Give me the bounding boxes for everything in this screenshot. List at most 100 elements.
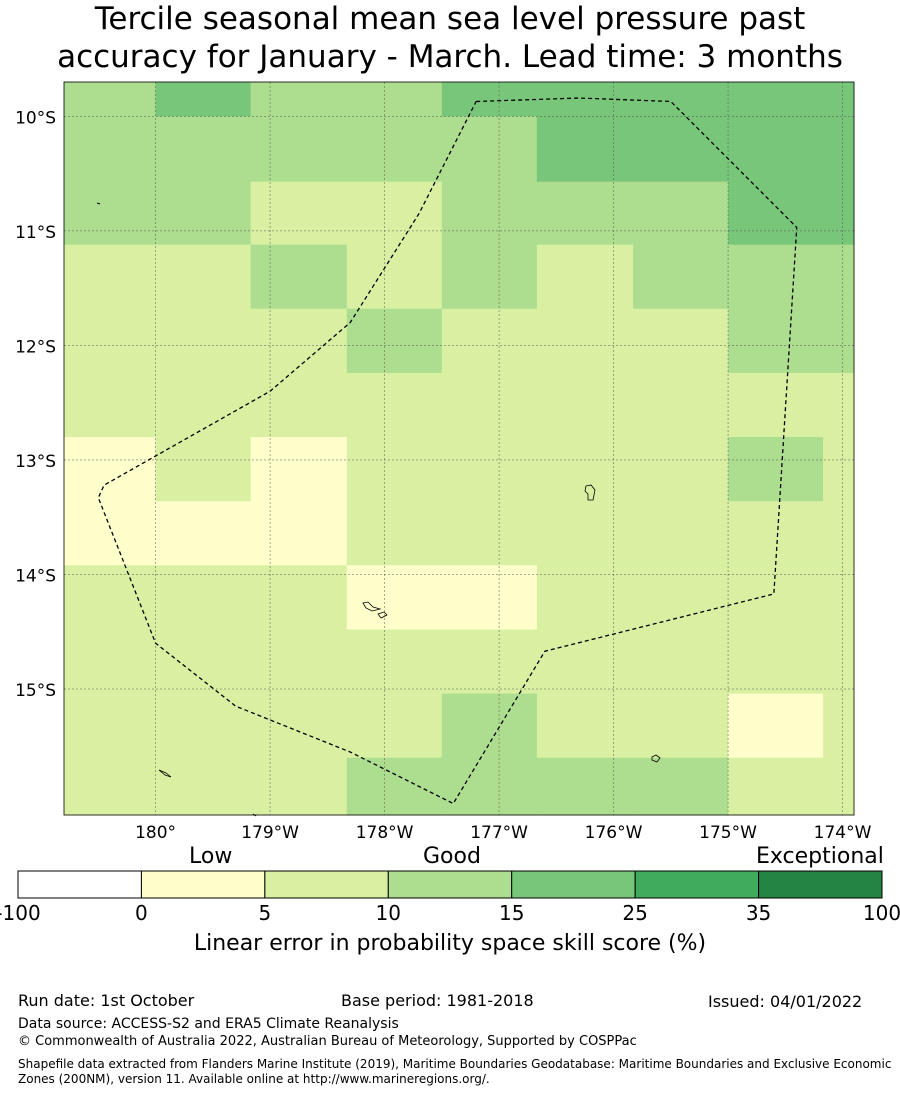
skill-cell xyxy=(250,116,348,183)
skill-cell xyxy=(536,244,634,310)
run-date: Run date: 1st October xyxy=(18,991,195,1010)
skill-cell xyxy=(441,372,538,438)
skill-cell xyxy=(728,757,824,816)
skill-cell xyxy=(155,437,252,502)
skill-cell xyxy=(728,372,824,438)
skill-cell xyxy=(64,372,157,438)
skill-cell xyxy=(633,437,729,502)
skill-cell xyxy=(633,501,729,566)
skill-cell xyxy=(536,565,634,630)
skill-cell xyxy=(441,82,538,117)
map-frame xyxy=(63,81,855,816)
skill-cell xyxy=(536,501,634,566)
skill-cell xyxy=(536,308,634,374)
skill-cell xyxy=(64,437,157,502)
skill-cell xyxy=(346,629,443,695)
data-source: Data source: ACCESS-S2 and ERA5 Climate … xyxy=(18,1016,399,1032)
title-line-2: accuracy for January - March. Lead time:… xyxy=(57,39,843,75)
skill-cell xyxy=(346,501,443,566)
skill-cell xyxy=(250,308,348,374)
skill-cell xyxy=(633,757,729,816)
skill-cell xyxy=(64,308,157,374)
skill-cell xyxy=(64,244,157,310)
colorbar-tick-label: 100 xyxy=(862,901,900,925)
skill-cell xyxy=(728,308,824,374)
lon-tick-label: 174°W xyxy=(814,823,872,843)
lat-tick-label: 14°S xyxy=(15,566,56,586)
copyright: © Commonwealth of Australia 2022, Austra… xyxy=(18,1034,637,1049)
skill-cell xyxy=(64,757,157,816)
skill-cell xyxy=(155,116,252,183)
lon-tick-label: 179°W xyxy=(241,823,299,843)
skill-cell xyxy=(346,181,443,246)
skill-cell xyxy=(346,82,443,117)
island-outline xyxy=(584,484,596,501)
legend-label-low: Low xyxy=(189,844,233,869)
skill-cell xyxy=(536,372,634,438)
skill-map: 10°S 11°S 12°S 13°S 14°S 15°S 180° 179°W 178°W 17… xyxy=(15,81,872,843)
lat-tick-label: 13°S xyxy=(15,452,56,472)
colorbar-title: Linear error in probability space skill … xyxy=(193,931,707,956)
skill-cell xyxy=(250,565,348,630)
skill-cell xyxy=(64,116,157,183)
skill-cell xyxy=(441,629,538,695)
skill-cell xyxy=(728,437,824,502)
skill-cell xyxy=(441,437,538,502)
colorbar-tick-label: 25 xyxy=(622,901,648,925)
skill-cell xyxy=(155,629,252,695)
skill-cell xyxy=(441,693,538,759)
skill-cell xyxy=(346,565,443,630)
legend-label-good: Good xyxy=(423,844,481,869)
skill-cell xyxy=(728,82,824,117)
skill-cell xyxy=(64,629,157,695)
skill-cell xyxy=(346,244,443,310)
skill-cell xyxy=(823,82,855,117)
title-line-1: Tercile seasonal mean sea level pressure… xyxy=(94,1,806,37)
skill-cell xyxy=(155,693,252,759)
skill-cell xyxy=(536,693,634,759)
island-outline xyxy=(377,611,388,619)
skill-cell xyxy=(64,501,157,566)
skill-cell xyxy=(728,629,824,695)
lon-tick-label: 178°W xyxy=(356,823,414,843)
skill-cell xyxy=(633,565,729,630)
skill-cell xyxy=(346,308,443,374)
lat-tick-label: 12°S xyxy=(15,337,56,357)
colorbar-segment xyxy=(387,870,513,899)
colorbar-segment xyxy=(140,870,266,899)
issued-date: Issued: 04/01/2022 xyxy=(708,992,863,1011)
skill-cell xyxy=(728,244,824,310)
lon-tick-label: 180° xyxy=(135,823,176,843)
skill-cell xyxy=(823,629,855,695)
skill-cell xyxy=(250,629,348,695)
lon-tick-label: 177°W xyxy=(470,823,528,843)
skill-cell xyxy=(536,437,634,502)
skill-cell xyxy=(633,82,729,117)
skill-cell xyxy=(250,757,348,816)
skill-cell xyxy=(823,501,855,566)
lat-tick-label: 10°S xyxy=(15,108,56,128)
skill-cell xyxy=(64,693,157,759)
skill-cell xyxy=(250,181,348,246)
axis-labels-layer: 10°S 11°S 12°S 13°S 14°S 15°S 180° 179°W 178°W 17… xyxy=(15,108,872,843)
skill-cell xyxy=(441,244,538,310)
skill-cell xyxy=(823,757,855,816)
skill-cell xyxy=(441,181,538,246)
skill-cell xyxy=(155,308,252,374)
skill-cell xyxy=(823,244,855,310)
island-outline xyxy=(362,601,382,612)
colorbar-segment xyxy=(17,870,142,899)
colorbar-tick-label: 5 xyxy=(258,901,272,925)
skill-cell xyxy=(633,693,729,759)
skill-cell xyxy=(155,757,252,816)
skill-cell xyxy=(823,116,855,183)
colorbar xyxy=(17,870,883,899)
skill-cell xyxy=(346,757,443,816)
colorbar-segment xyxy=(758,870,883,899)
skill-cell xyxy=(823,308,855,374)
skill-cell xyxy=(823,693,855,759)
skill-cell xyxy=(250,82,348,117)
skill-cell xyxy=(441,757,538,816)
legend-label-exceptional: Exceptional xyxy=(756,844,884,869)
skill-cell xyxy=(155,181,252,246)
